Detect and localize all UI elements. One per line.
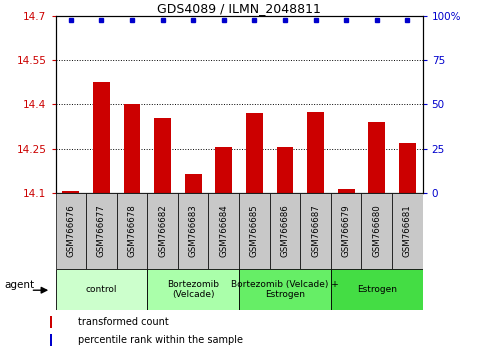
Bar — [331, 269, 423, 310]
Text: GSM766683: GSM766683 — [189, 205, 198, 257]
Bar — [86, 193, 117, 269]
Bar — [361, 193, 392, 269]
Bar — [270, 193, 300, 269]
Text: percentile rank within the sample: percentile rank within the sample — [78, 335, 243, 345]
Bar — [277, 147, 293, 193]
Bar — [56, 269, 147, 310]
Bar — [50, 316, 52, 328]
Bar — [246, 113, 263, 193]
Bar — [117, 193, 147, 269]
Bar — [338, 188, 355, 193]
Bar — [215, 147, 232, 193]
Text: GSM766677: GSM766677 — [97, 205, 106, 257]
Bar — [147, 193, 178, 269]
Text: GSM766687: GSM766687 — [311, 205, 320, 257]
Text: transformed count: transformed count — [78, 317, 169, 327]
Bar — [239, 193, 270, 269]
Bar — [50, 334, 52, 346]
Bar — [185, 174, 201, 193]
Text: agent: agent — [4, 280, 35, 290]
Bar — [124, 104, 141, 193]
Text: control: control — [85, 285, 117, 294]
Bar — [331, 193, 361, 269]
Title: GDS4089 / ILMN_2048811: GDS4089 / ILMN_2048811 — [157, 2, 321, 15]
Text: Estrogen: Estrogen — [357, 285, 397, 294]
Bar — [369, 122, 385, 193]
Text: GSM766684: GSM766684 — [219, 205, 228, 257]
Bar — [209, 193, 239, 269]
Text: GSM766676: GSM766676 — [66, 205, 75, 257]
Bar — [147, 269, 239, 310]
Text: GSM766682: GSM766682 — [158, 205, 167, 257]
Text: Bortezomib (Velcade) +
Estrogen: Bortezomib (Velcade) + Estrogen — [231, 280, 339, 299]
Bar — [56, 193, 86, 269]
Text: GSM766678: GSM766678 — [128, 205, 137, 257]
Bar — [154, 118, 171, 193]
Bar — [392, 193, 423, 269]
Bar — [300, 193, 331, 269]
Bar — [62, 192, 79, 193]
Bar — [399, 143, 416, 193]
Text: GSM766680: GSM766680 — [372, 205, 381, 257]
Bar — [239, 269, 331, 310]
Text: GSM766686: GSM766686 — [281, 205, 289, 257]
Bar — [178, 193, 209, 269]
Text: Bortezomib
(Velcade): Bortezomib (Velcade) — [167, 280, 219, 299]
Text: GSM766685: GSM766685 — [250, 205, 259, 257]
Bar — [307, 112, 324, 193]
Text: GSM766679: GSM766679 — [341, 205, 351, 257]
Bar — [93, 82, 110, 193]
Text: GSM766681: GSM766681 — [403, 205, 412, 257]
